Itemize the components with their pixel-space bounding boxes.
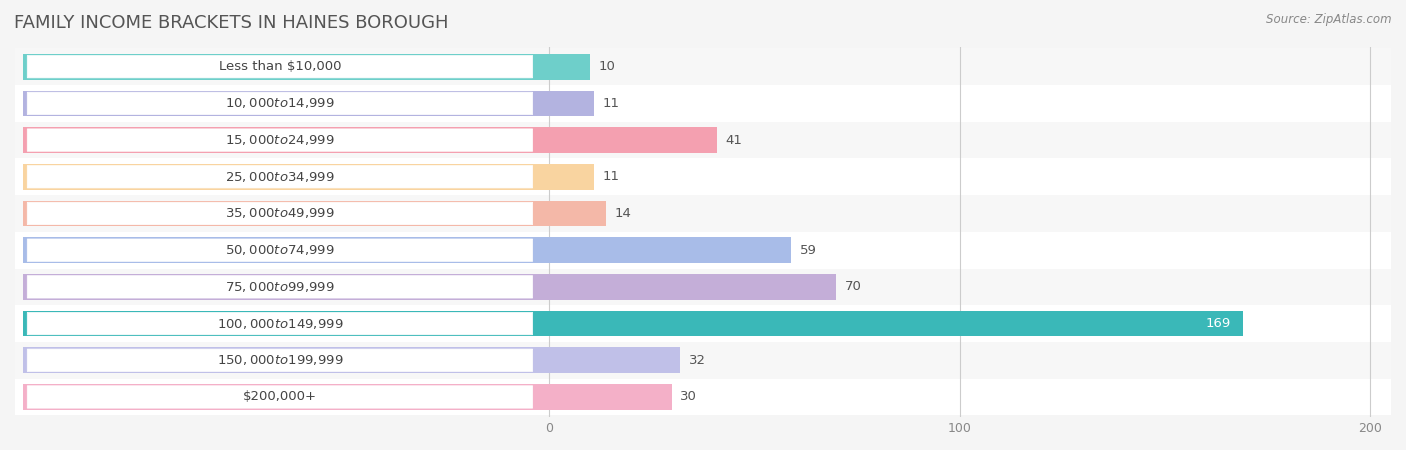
FancyBboxPatch shape — [15, 305, 1391, 342]
FancyBboxPatch shape — [27, 276, 533, 298]
Text: $100,000 to $149,999: $100,000 to $149,999 — [217, 316, 343, 331]
Text: $50,000 to $74,999: $50,000 to $74,999 — [225, 243, 335, 257]
Text: 14: 14 — [614, 207, 631, 220]
Bar — [24, 201, 606, 226]
Bar — [24, 347, 681, 373]
Text: 41: 41 — [725, 134, 742, 147]
FancyBboxPatch shape — [15, 378, 1391, 415]
FancyBboxPatch shape — [15, 85, 1391, 122]
Bar — [24, 310, 1243, 337]
FancyBboxPatch shape — [27, 55, 533, 78]
Bar — [24, 90, 595, 116]
Text: 169: 169 — [1205, 317, 1230, 330]
FancyBboxPatch shape — [15, 48, 1391, 85]
FancyBboxPatch shape — [15, 122, 1391, 158]
Text: $10,000 to $14,999: $10,000 to $14,999 — [225, 96, 335, 110]
FancyBboxPatch shape — [15, 342, 1391, 378]
Bar — [24, 384, 672, 410]
FancyBboxPatch shape — [15, 269, 1391, 305]
Text: $15,000 to $24,999: $15,000 to $24,999 — [225, 133, 335, 147]
Text: $35,000 to $49,999: $35,000 to $49,999 — [225, 207, 335, 220]
Text: 59: 59 — [800, 243, 817, 256]
Text: 11: 11 — [602, 170, 620, 183]
Text: 30: 30 — [681, 391, 697, 404]
FancyBboxPatch shape — [15, 232, 1391, 269]
Text: 10: 10 — [599, 60, 616, 73]
Bar — [24, 54, 591, 80]
Text: $150,000 to $199,999: $150,000 to $199,999 — [217, 353, 343, 367]
Text: 32: 32 — [689, 354, 706, 367]
Text: Source: ZipAtlas.com: Source: ZipAtlas.com — [1267, 14, 1392, 27]
FancyBboxPatch shape — [27, 239, 533, 261]
FancyBboxPatch shape — [27, 349, 533, 371]
FancyBboxPatch shape — [15, 158, 1391, 195]
Bar — [24, 127, 717, 153]
Text: 11: 11 — [602, 97, 620, 110]
Bar — [24, 274, 837, 300]
FancyBboxPatch shape — [27, 386, 533, 408]
Text: $200,000+: $200,000+ — [243, 391, 316, 404]
FancyBboxPatch shape — [27, 129, 533, 151]
Text: $25,000 to $34,999: $25,000 to $34,999 — [225, 170, 335, 184]
Text: $75,000 to $99,999: $75,000 to $99,999 — [225, 280, 335, 294]
Text: FAMILY INCOME BRACKETS IN HAINES BOROUGH: FAMILY INCOME BRACKETS IN HAINES BOROUGH — [14, 14, 449, 32]
Bar — [24, 237, 792, 263]
FancyBboxPatch shape — [27, 202, 533, 225]
Text: Less than $10,000: Less than $10,000 — [219, 60, 342, 73]
Text: 70: 70 — [845, 280, 862, 293]
FancyBboxPatch shape — [15, 195, 1391, 232]
FancyBboxPatch shape — [27, 166, 533, 188]
Bar — [24, 164, 595, 189]
FancyBboxPatch shape — [27, 312, 533, 335]
FancyBboxPatch shape — [27, 92, 533, 115]
